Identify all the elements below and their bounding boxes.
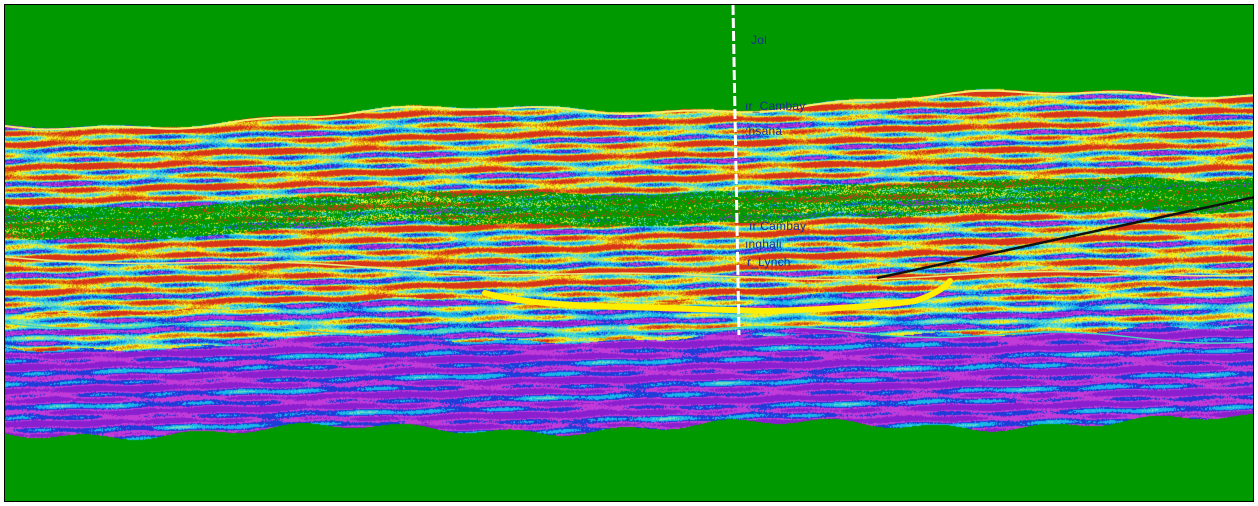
channel-outline[interactable] [482,278,953,315]
well-top-label: r_Lynch [747,255,791,269]
well-top-label: ır_Cambay [745,99,806,113]
seismic-section-frame: Jol ır_Cambay :hsana ır Cambay ınghali r… [4,4,1254,502]
well-track[interactable] [731,5,741,336]
interpretation-overlay [5,5,1253,344]
well-top-label: Jol [751,33,767,47]
fault-line[interactable] [876,196,1253,280]
well-top-label: :hsana [745,124,783,138]
well-path[interactable] [731,5,741,336]
middle-horizon-line[interactable] [5,256,1253,281]
seismic-section[interactable] [5,5,1253,501]
well-top-label: ır Cambay [749,219,807,233]
top-horizon-line[interactable] [5,89,1253,131]
base-horizon-line[interactable] [5,322,1253,344]
well-top-label: ınghali [745,237,782,251]
